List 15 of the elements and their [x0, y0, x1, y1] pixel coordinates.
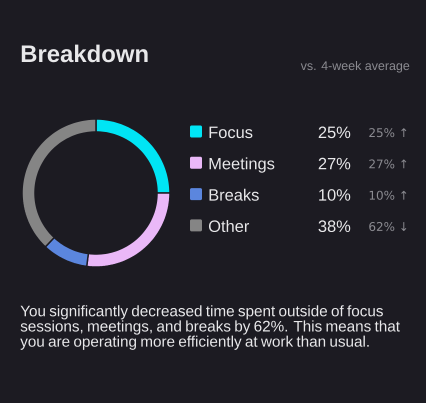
data-label: 38%: [318, 220, 350, 232]
text: 10% ↑: [370, 190, 406, 200]
chart-subtitle: vs. 4-week average: [300, 60, 410, 73]
text: 25% ↑: [369, 128, 406, 138]
text: You significantly decreased time spent outside of focus sessions, meetings, and breaks by 62%. This means that you are operating more efficiently at work than usual.: [20, 305, 400, 350]
text: 27% ↑: [369, 159, 406, 168]
legend-label: Focus: [210, 126, 252, 138]
data-label: 27%: [318, 158, 350, 170]
legend-label: Breaks: [210, 188, 259, 201]
data-label: 25%: [318, 126, 350, 138]
chart-title: Breakdown: [22, 44, 148, 62]
legend-label: Other: [208, 220, 250, 232]
data-label: 10%: [319, 189, 350, 201]
text: 62% ↓: [369, 222, 406, 232]
legend-label: Meetings: [210, 157, 274, 173]
